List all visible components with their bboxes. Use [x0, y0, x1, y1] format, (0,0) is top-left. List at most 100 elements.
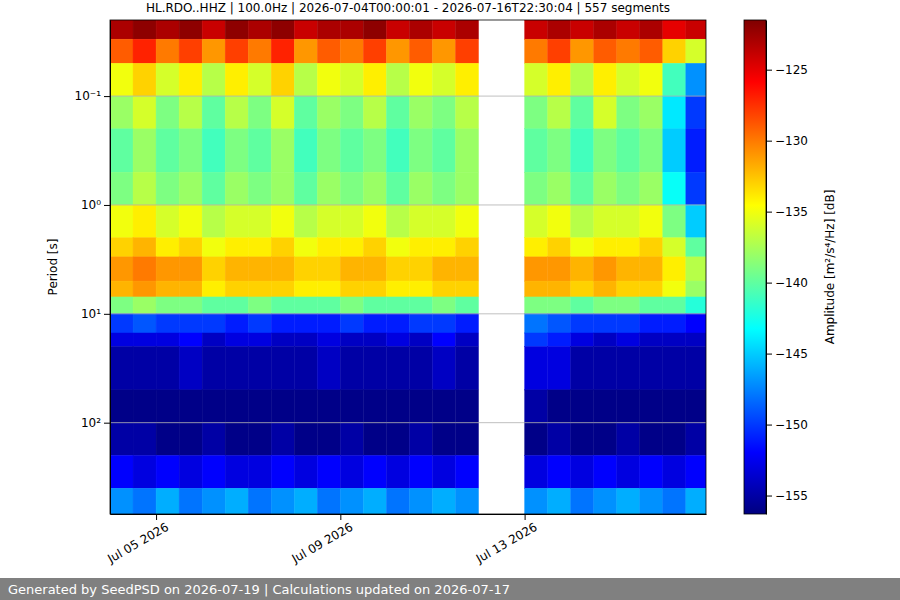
- cell: [271, 333, 294, 347]
- cell: [317, 455, 340, 488]
- cell: [617, 129, 640, 172]
- cell: [456, 347, 479, 390]
- cell: [594, 455, 617, 488]
- cell: [456, 333, 479, 347]
- cell: [456, 205, 479, 238]
- cell: [225, 129, 248, 172]
- cell: [571, 347, 594, 390]
- cell: [548, 488, 571, 514]
- cell: [294, 333, 317, 347]
- cell: [110, 488, 133, 514]
- cell: [617, 238, 640, 257]
- cell: [225, 39, 248, 63]
- cell: [202, 488, 225, 514]
- cell: [686, 172, 706, 205]
- cell: [248, 281, 271, 297]
- cell: [294, 129, 317, 172]
- cell: [110, 63, 133, 96]
- cell: [432, 129, 455, 172]
- cell: [110, 238, 133, 257]
- cell: [594, 257, 617, 281]
- cell: [317, 281, 340, 297]
- cell: [571, 455, 594, 488]
- cell: [617, 455, 640, 488]
- cell: [179, 129, 202, 172]
- cell: [202, 257, 225, 281]
- cell: [640, 238, 663, 257]
- cell: [432, 257, 455, 281]
- cell: [686, 39, 706, 63]
- cell: [317, 297, 340, 314]
- cell: [409, 257, 432, 281]
- cell: [156, 333, 179, 347]
- cell: [663, 347, 686, 390]
- cell: [271, 488, 294, 514]
- cell: [363, 257, 386, 281]
- cell: [248, 129, 271, 172]
- cell: [156, 455, 179, 488]
- cell: [456, 172, 479, 205]
- x-axis: Jul 05 2026Jul 09 2026Jul 13 2026: [104, 514, 706, 566]
- cell: [432, 39, 455, 63]
- cell: [525, 423, 548, 456]
- cell: [432, 297, 455, 314]
- cell: [110, 96, 133, 129]
- cell: [640, 347, 663, 390]
- cell: [110, 172, 133, 205]
- cell: [663, 455, 686, 488]
- cell: [386, 333, 409, 347]
- cell: [663, 39, 686, 63]
- cell: [294, 347, 317, 390]
- cell: [525, 347, 548, 390]
- cell: [179, 297, 202, 314]
- cell: [225, 314, 248, 333]
- cell: [432, 63, 455, 96]
- chart: Jul 05 2026Jul 09 2026Jul 13 202610⁻¹10⁰…: [0, 0, 900, 600]
- cell: [202, 455, 225, 488]
- cell: [110, 314, 133, 333]
- cell: [363, 281, 386, 297]
- cell: [294, 172, 317, 205]
- cell: [686, 257, 706, 281]
- cell: [317, 205, 340, 238]
- cell: [271, 238, 294, 257]
- y-axis-title: Period [s]: [46, 239, 60, 296]
- cell: [571, 205, 594, 238]
- cell: [686, 333, 706, 347]
- cell: [133, 333, 156, 347]
- cell: [594, 63, 617, 96]
- cell: [294, 390, 317, 423]
- colorbar-tick-label: −150: [775, 418, 808, 432]
- cell: [617, 314, 640, 333]
- y-tick: 10⁻¹: [75, 89, 110, 103]
- cell: [686, 488, 706, 514]
- cell: [456, 63, 479, 96]
- cell: [225, 390, 248, 423]
- cell: [110, 297, 133, 314]
- cell: [663, 172, 686, 205]
- cell: [202, 20, 225, 39]
- cell: [110, 390, 133, 423]
- cell: [271, 129, 294, 172]
- cell: [248, 314, 271, 333]
- cell: [363, 129, 386, 172]
- cell: [156, 423, 179, 456]
- cell: [294, 455, 317, 488]
- cell: [271, 314, 294, 333]
- plot-frame: [110, 20, 706, 514]
- cell: [686, 96, 706, 129]
- cell: [409, 333, 432, 347]
- cell: [525, 63, 548, 96]
- cell: [386, 20, 409, 39]
- cell: [179, 96, 202, 129]
- cell: [133, 423, 156, 456]
- cell: [686, 20, 706, 39]
- x-tick-mark: [525, 514, 526, 520]
- cell: [432, 281, 455, 297]
- cell: [409, 129, 432, 172]
- cell: [179, 63, 202, 96]
- cell: [594, 314, 617, 333]
- x-tick-label: Jul 13 2026: [473, 520, 540, 567]
- colorbar-tick-mark: [766, 70, 772, 71]
- footer-bar: [0, 578, 900, 600]
